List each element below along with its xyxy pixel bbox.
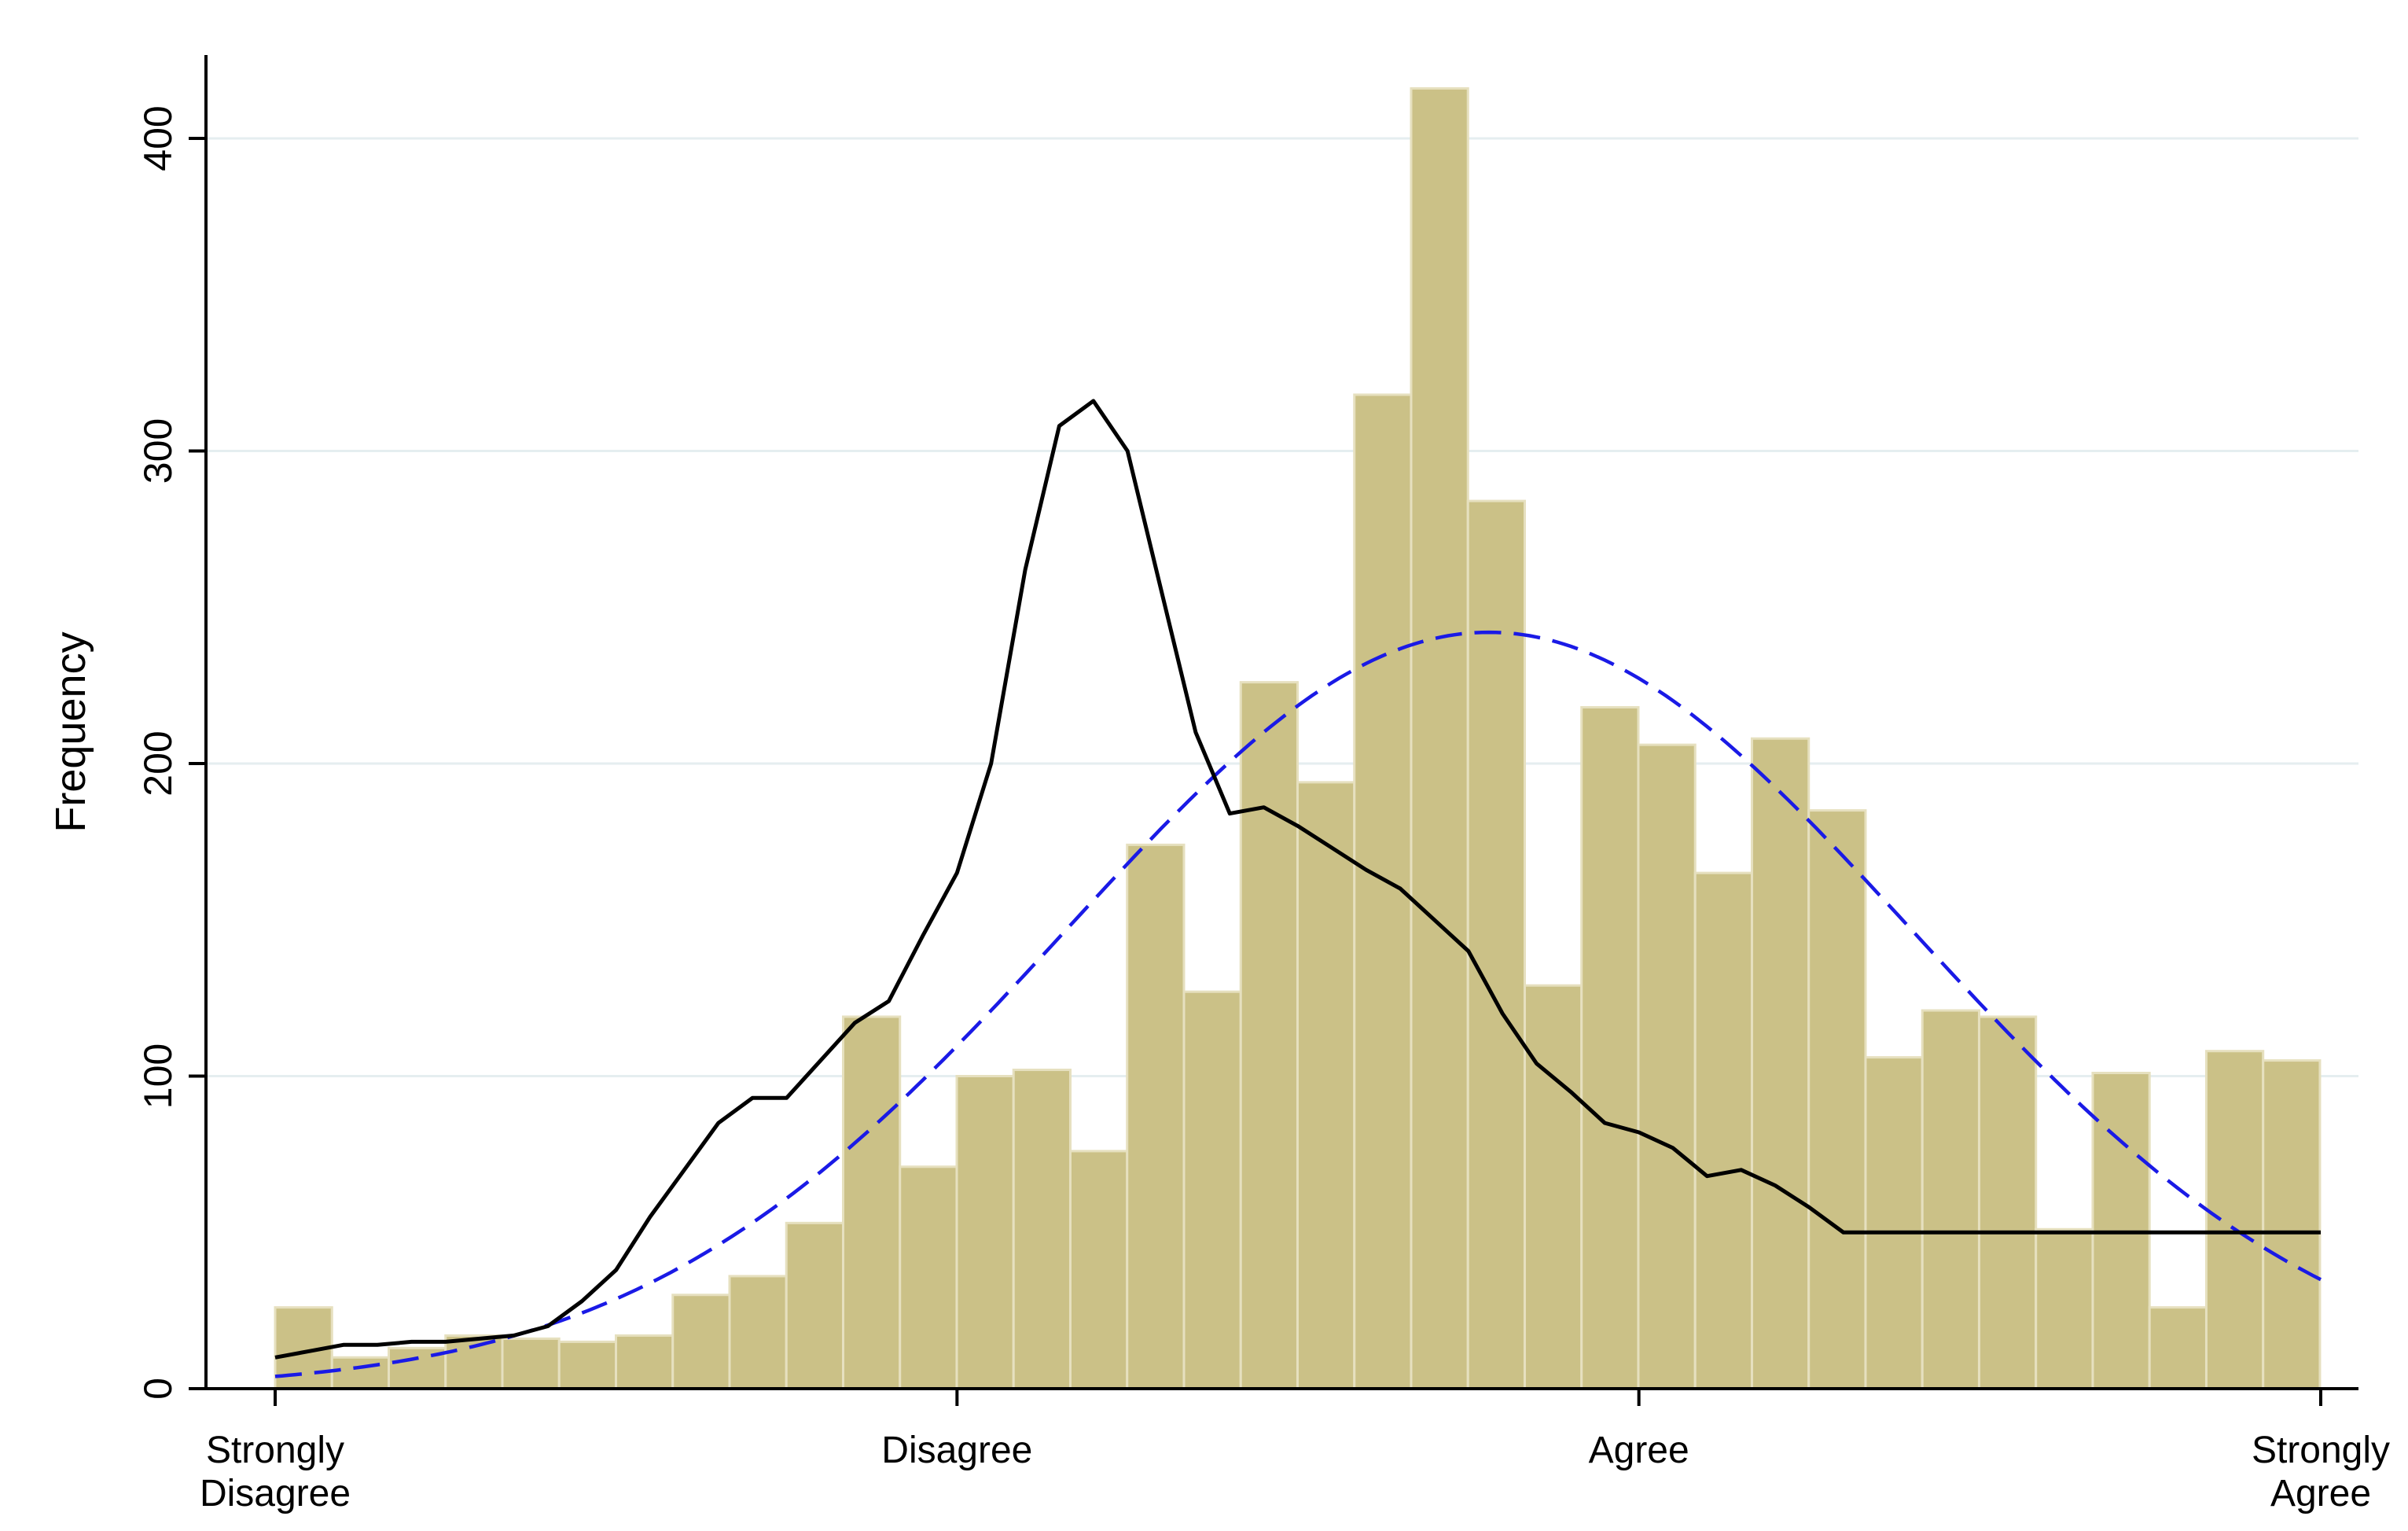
y-tick-label: 200	[136, 731, 180, 796]
histogram-bar	[785, 1221, 844, 1390]
y-tick-label: 300	[136, 418, 180, 484]
histogram-bar	[1410, 86, 1469, 1390]
histogram-bar	[444, 1334, 504, 1390]
histogram-bar	[1296, 781, 1356, 1390]
x-tick-label: Strongly Agree	[2252, 1430, 2390, 1514]
x-tick-label: Agree	[1589, 1430, 1689, 1471]
histogram-bar	[1921, 1009, 1980, 1390]
histogram-bar	[1807, 809, 1867, 1390]
histogram-bar	[1239, 681, 1299, 1390]
density-curves	[274, 399, 2322, 1378]
histogram-bar	[1466, 499, 1526, 1390]
histogram-bar	[955, 1075, 1015, 1390]
histogram-bar	[1977, 1015, 2038, 1390]
x-tick-label: Strongly Disagree	[200, 1430, 351, 1514]
histogram-bar	[671, 1294, 731, 1390]
histogram-bar	[2204, 1050, 2265, 1390]
histogram-bar	[1637, 743, 1697, 1390]
histogram-bar	[557, 1340, 617, 1390]
histogram-bar	[1012, 1069, 1072, 1390]
axes: 0 100 200 300 400 Strongly Disagree Disagree Agr…	[136, 55, 2390, 1514]
histogram-bar	[841, 1015, 902, 1390]
histogram-bar	[1068, 1150, 1129, 1390]
histogram-bar	[2148, 1306, 2208, 1390]
y-tick-label: 0	[136, 1378, 180, 1400]
histogram-bar	[1580, 705, 1640, 1390]
y-tick-label: 400	[136, 105, 180, 171]
kernel-density-curve	[274, 399, 2321, 1360]
histogram-bars	[274, 86, 2322, 1390]
y-tick-label: 100	[136, 1043, 180, 1109]
histogram-bar	[1182, 990, 1242, 1390]
histogram-bar	[501, 1337, 561, 1390]
normal-density-curve	[274, 630, 2322, 1378]
histogram-bar	[1750, 737, 1811, 1390]
y-axis-title: Frequency	[47, 631, 94, 832]
histogram-bar	[2035, 1227, 2094, 1390]
histogram-bar	[2262, 1059, 2322, 1390]
histogram-bar	[1693, 871, 1753, 1390]
histogram-bar	[728, 1275, 788, 1390]
histogram-bar	[899, 1165, 958, 1390]
histogram-bar	[330, 1356, 390, 1390]
histogram-bar	[1126, 843, 1186, 1390]
histogram-bar	[1864, 1056, 1924, 1390]
histogram-bar	[614, 1334, 675, 1390]
histogram-bar	[1523, 984, 1583, 1390]
x-tick-label: Disagree	[881, 1430, 1032, 1471]
